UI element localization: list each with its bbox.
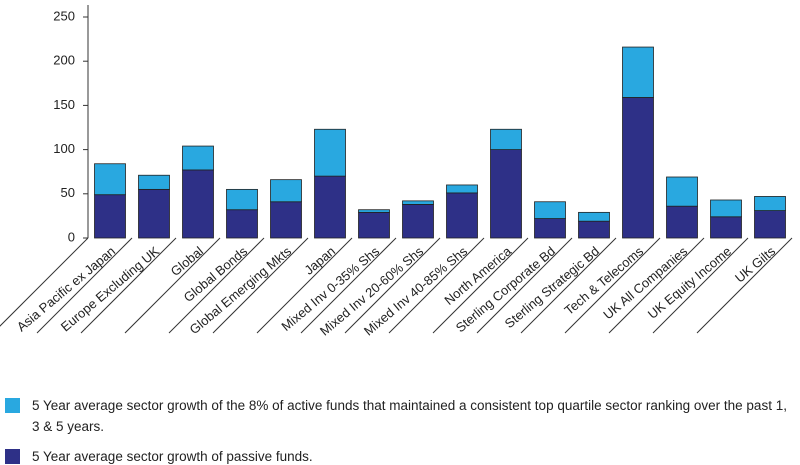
category-divider	[36, 237, 133, 334]
legend-item: 5 Year average sector growth of the 8% o…	[5, 395, 795, 437]
y-tick-label: 250	[53, 8, 75, 23]
y-tick-label: 150	[53, 97, 75, 112]
legend-swatch	[5, 449, 20, 464]
bar-segment	[754, 210, 786, 239]
bar-segment	[622, 46, 654, 98]
category-divider	[80, 237, 177, 334]
legend-item: 5 Year average sector growth of passive …	[5, 446, 795, 465]
bar-segment	[446, 184, 478, 194]
bar-segment	[226, 188, 258, 211]
bar-segment	[710, 199, 742, 218]
category-divider	[124, 237, 221, 334]
category-divider	[608, 237, 705, 334]
legend-swatch	[5, 398, 20, 413]
x-tick-label: Japan	[301, 243, 338, 277]
y-tick-label: 50	[61, 185, 75, 200]
bar-segment	[138, 188, 170, 239]
bar-segment	[710, 216, 742, 239]
bar-segment	[182, 169, 214, 239]
bar-segment	[314, 128, 346, 177]
bar-segment	[666, 205, 698, 239]
category-divider	[696, 237, 793, 334]
category-divider	[432, 237, 529, 334]
bar-segment	[358, 209, 390, 213]
legend-label: 5 Year average sector growth of passive …	[32, 449, 313, 464]
bar-segment	[666, 176, 698, 207]
bar-segment	[402, 204, 434, 239]
y-tick-label: 100	[53, 141, 75, 156]
bar-segment	[578, 211, 610, 222]
category-divider	[212, 237, 309, 334]
category-divider	[476, 237, 573, 334]
y-tick-label: 200	[53, 53, 75, 68]
bar-segment	[314, 175, 346, 239]
bar-segment	[446, 192, 478, 239]
bar-segment	[534, 201, 566, 219]
bar-segment	[226, 209, 258, 239]
category-divider	[344, 237, 441, 334]
bar-segment	[402, 200, 434, 205]
bar-segment	[358, 211, 390, 239]
y-tick-label: 0	[68, 229, 75, 244]
category-divider	[520, 237, 617, 334]
bar-segment	[578, 220, 610, 239]
x-tick-label: UK Gilts	[732, 243, 779, 285]
bar-segment	[534, 218, 566, 239]
x-tick-label: Global	[168, 243, 207, 279]
bar-segment	[490, 128, 522, 151]
bar-segment	[270, 201, 302, 239]
bar-segment	[138, 174, 170, 190]
category-divider	[0, 237, 89, 327]
bar-segment	[622, 97, 654, 239]
bar-segment	[270, 179, 302, 203]
category-divider	[652, 237, 749, 334]
legend-label: 5 Year average sector growth of the 8% o…	[32, 398, 787, 434]
category-divider	[168, 237, 265, 334]
category-divider	[300, 237, 397, 334]
category-divider	[256, 237, 353, 334]
bar-segment	[490, 149, 522, 239]
category-divider	[388, 237, 485, 334]
bar-segment	[94, 163, 126, 196]
bar-segment	[94, 194, 126, 239]
category-divider	[564, 237, 661, 334]
bar-segment	[754, 196, 786, 211]
bar-segment	[182, 145, 214, 171]
